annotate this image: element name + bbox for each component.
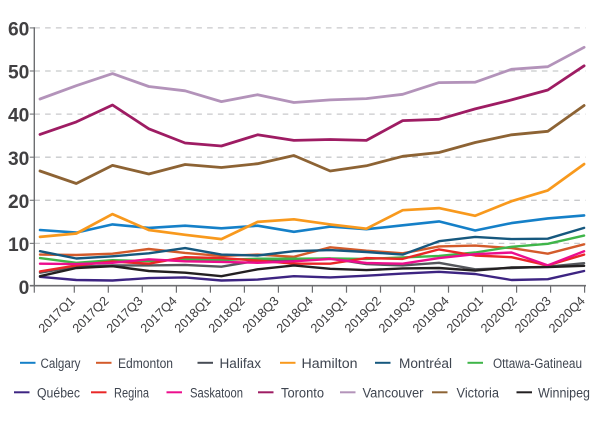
svg-text:50: 50 [8,63,29,84]
svg-text:40: 40 [8,106,29,127]
svg-text:Montréal: Montréal [399,356,452,371]
svg-text:Saskatoon: Saskatoon [190,386,243,401]
svg-text:Toronto: Toronto [281,386,324,401]
svg-text:Vancouver: Vancouver [363,386,425,401]
svg-text:60: 60 [8,20,29,41]
svg-text:Victoria: Victoria [457,386,500,401]
svg-text:Halifax: Halifax [220,356,262,371]
svg-text:Edmonton: Edmonton [118,356,173,371]
svg-text:Regina: Regina [114,386,149,401]
svg-text:20: 20 [8,192,29,213]
svg-text:Ottawa-Gatineau: Ottawa-Gatineau [493,356,582,371]
svg-text:10: 10 [8,235,29,256]
svg-text:Winnipeg: Winnipeg [538,386,590,401]
svg-text:Québec: Québec [37,386,80,401]
svg-text:0: 0 [19,278,30,299]
svg-text:Hamilton: Hamilton [302,356,358,371]
svg-text:30: 30 [8,149,29,170]
svg-text:Calgary: Calgary [41,356,81,371]
